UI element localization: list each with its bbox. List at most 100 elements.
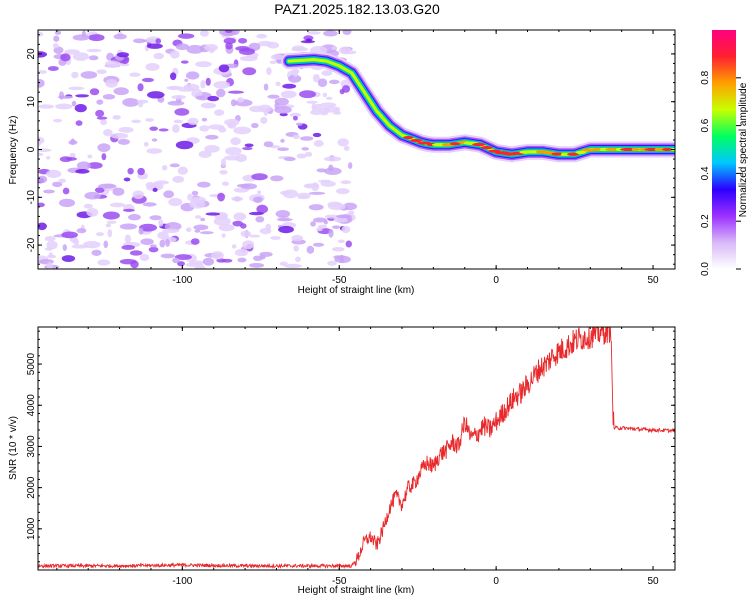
noise-blob [200,80,206,89]
noise-blob [282,83,297,89]
noise-blob [38,222,47,231]
spectrogram-ylabel: Frequency (Hz) [8,116,19,185]
noise-blob [38,104,55,109]
ridge-hotspot [560,152,570,156]
noise-blob [276,217,293,222]
noise-blob [72,34,90,41]
noise-blob [221,181,230,186]
noise-blob [61,255,76,262]
spec-ytick-label: -20 [26,237,37,252]
noise-blob [322,92,328,98]
noise-blob [185,262,204,267]
noise-blob [324,214,339,219]
noise-blob [249,234,261,238]
noise-blob [213,216,231,226]
noise-blob [237,97,245,103]
noise-blob [177,261,185,267]
noise-blob [275,209,291,218]
noise-blob [148,246,159,253]
ridge-hotspot [644,147,659,152]
noise-blob [38,78,45,88]
noise-blob [146,43,163,49]
noise-blob [190,238,200,245]
noise-blob [284,263,302,269]
noise-blob [38,51,47,58]
noise-blob [199,125,210,132]
noise-blob [167,100,185,106]
noise-blob [187,193,194,201]
noise-blob [95,232,104,237]
noise-blob [87,154,93,159]
noise-blob [105,223,112,228]
noise-blob [277,147,290,152]
noise-blob [292,115,298,121]
ridge-hotspot [403,135,414,140]
noise-blob [169,50,180,59]
noise-blob [184,78,189,82]
noise-blob [75,169,90,174]
noise-blob [172,175,185,183]
noise-blob [311,103,316,112]
noise-blob [224,155,240,161]
noise-blob [71,100,77,107]
noise-blob [231,196,244,202]
noise-blob [242,67,257,76]
noise-blob [336,214,352,219]
noise-blob [52,181,63,188]
noise-blob [44,247,53,251]
noise-blob [88,34,105,42]
noise-blob [270,236,281,240]
noise-blob [47,254,57,259]
noise-blob [317,78,328,88]
colorbar: 0.0 0.2 0.4 0.6 0.8 Normalized spectral ampl… [700,30,749,276]
colorbar-tick-label: 0.2 [700,214,711,228]
noise-blob [69,152,76,159]
noise-blob [98,183,116,189]
noise-blob [269,60,278,65]
noise-blob [173,119,183,124]
snr-ylabel: SNR (10 * v/v) [8,416,19,480]
noise-blob [169,86,178,91]
noise-blob [119,223,138,230]
snr-ytick-label: 3000 [26,435,37,458]
noise-blob [263,83,269,91]
noise-blob [231,244,237,249]
noise-blob [46,155,51,160]
noise-blob [323,30,338,37]
noise-blob [249,262,265,268]
noise-blob [97,259,111,266]
noise-blob [308,191,326,195]
noise-blob [248,211,264,216]
noise-blob [337,239,345,244]
noise-blob [113,33,127,40]
noise-blob [333,255,345,259]
noise-blob [204,43,219,52]
noise-blob [128,214,141,221]
noise-blob [38,70,48,74]
ridge-hotspot [620,147,636,152]
noise-blob [328,79,340,85]
noise-blob [342,30,352,35]
noise-blob [46,262,53,269]
noise-blob [257,190,262,195]
noise-blob [343,145,350,151]
noise-blob [205,77,211,86]
noise-blob [310,221,316,227]
noise-blob [149,244,157,248]
noise-blob [122,98,140,107]
snr-panel: -100 -50 0 50 1000 2000 3000 4000 5000 Height of… [8,326,676,596]
noise-blob [112,187,125,196]
noise-blob [130,260,139,269]
noise-blob [38,202,45,208]
noise-blob [47,66,59,72]
noise-blob [327,260,338,266]
noise-blob [202,257,215,266]
noise-blob [191,88,203,98]
noise-blob [256,204,269,214]
noise-blob [233,126,252,135]
noise-blob [289,112,302,118]
noise-blob [129,72,141,77]
noise-blob [163,190,175,199]
noise-blob [225,42,233,50]
